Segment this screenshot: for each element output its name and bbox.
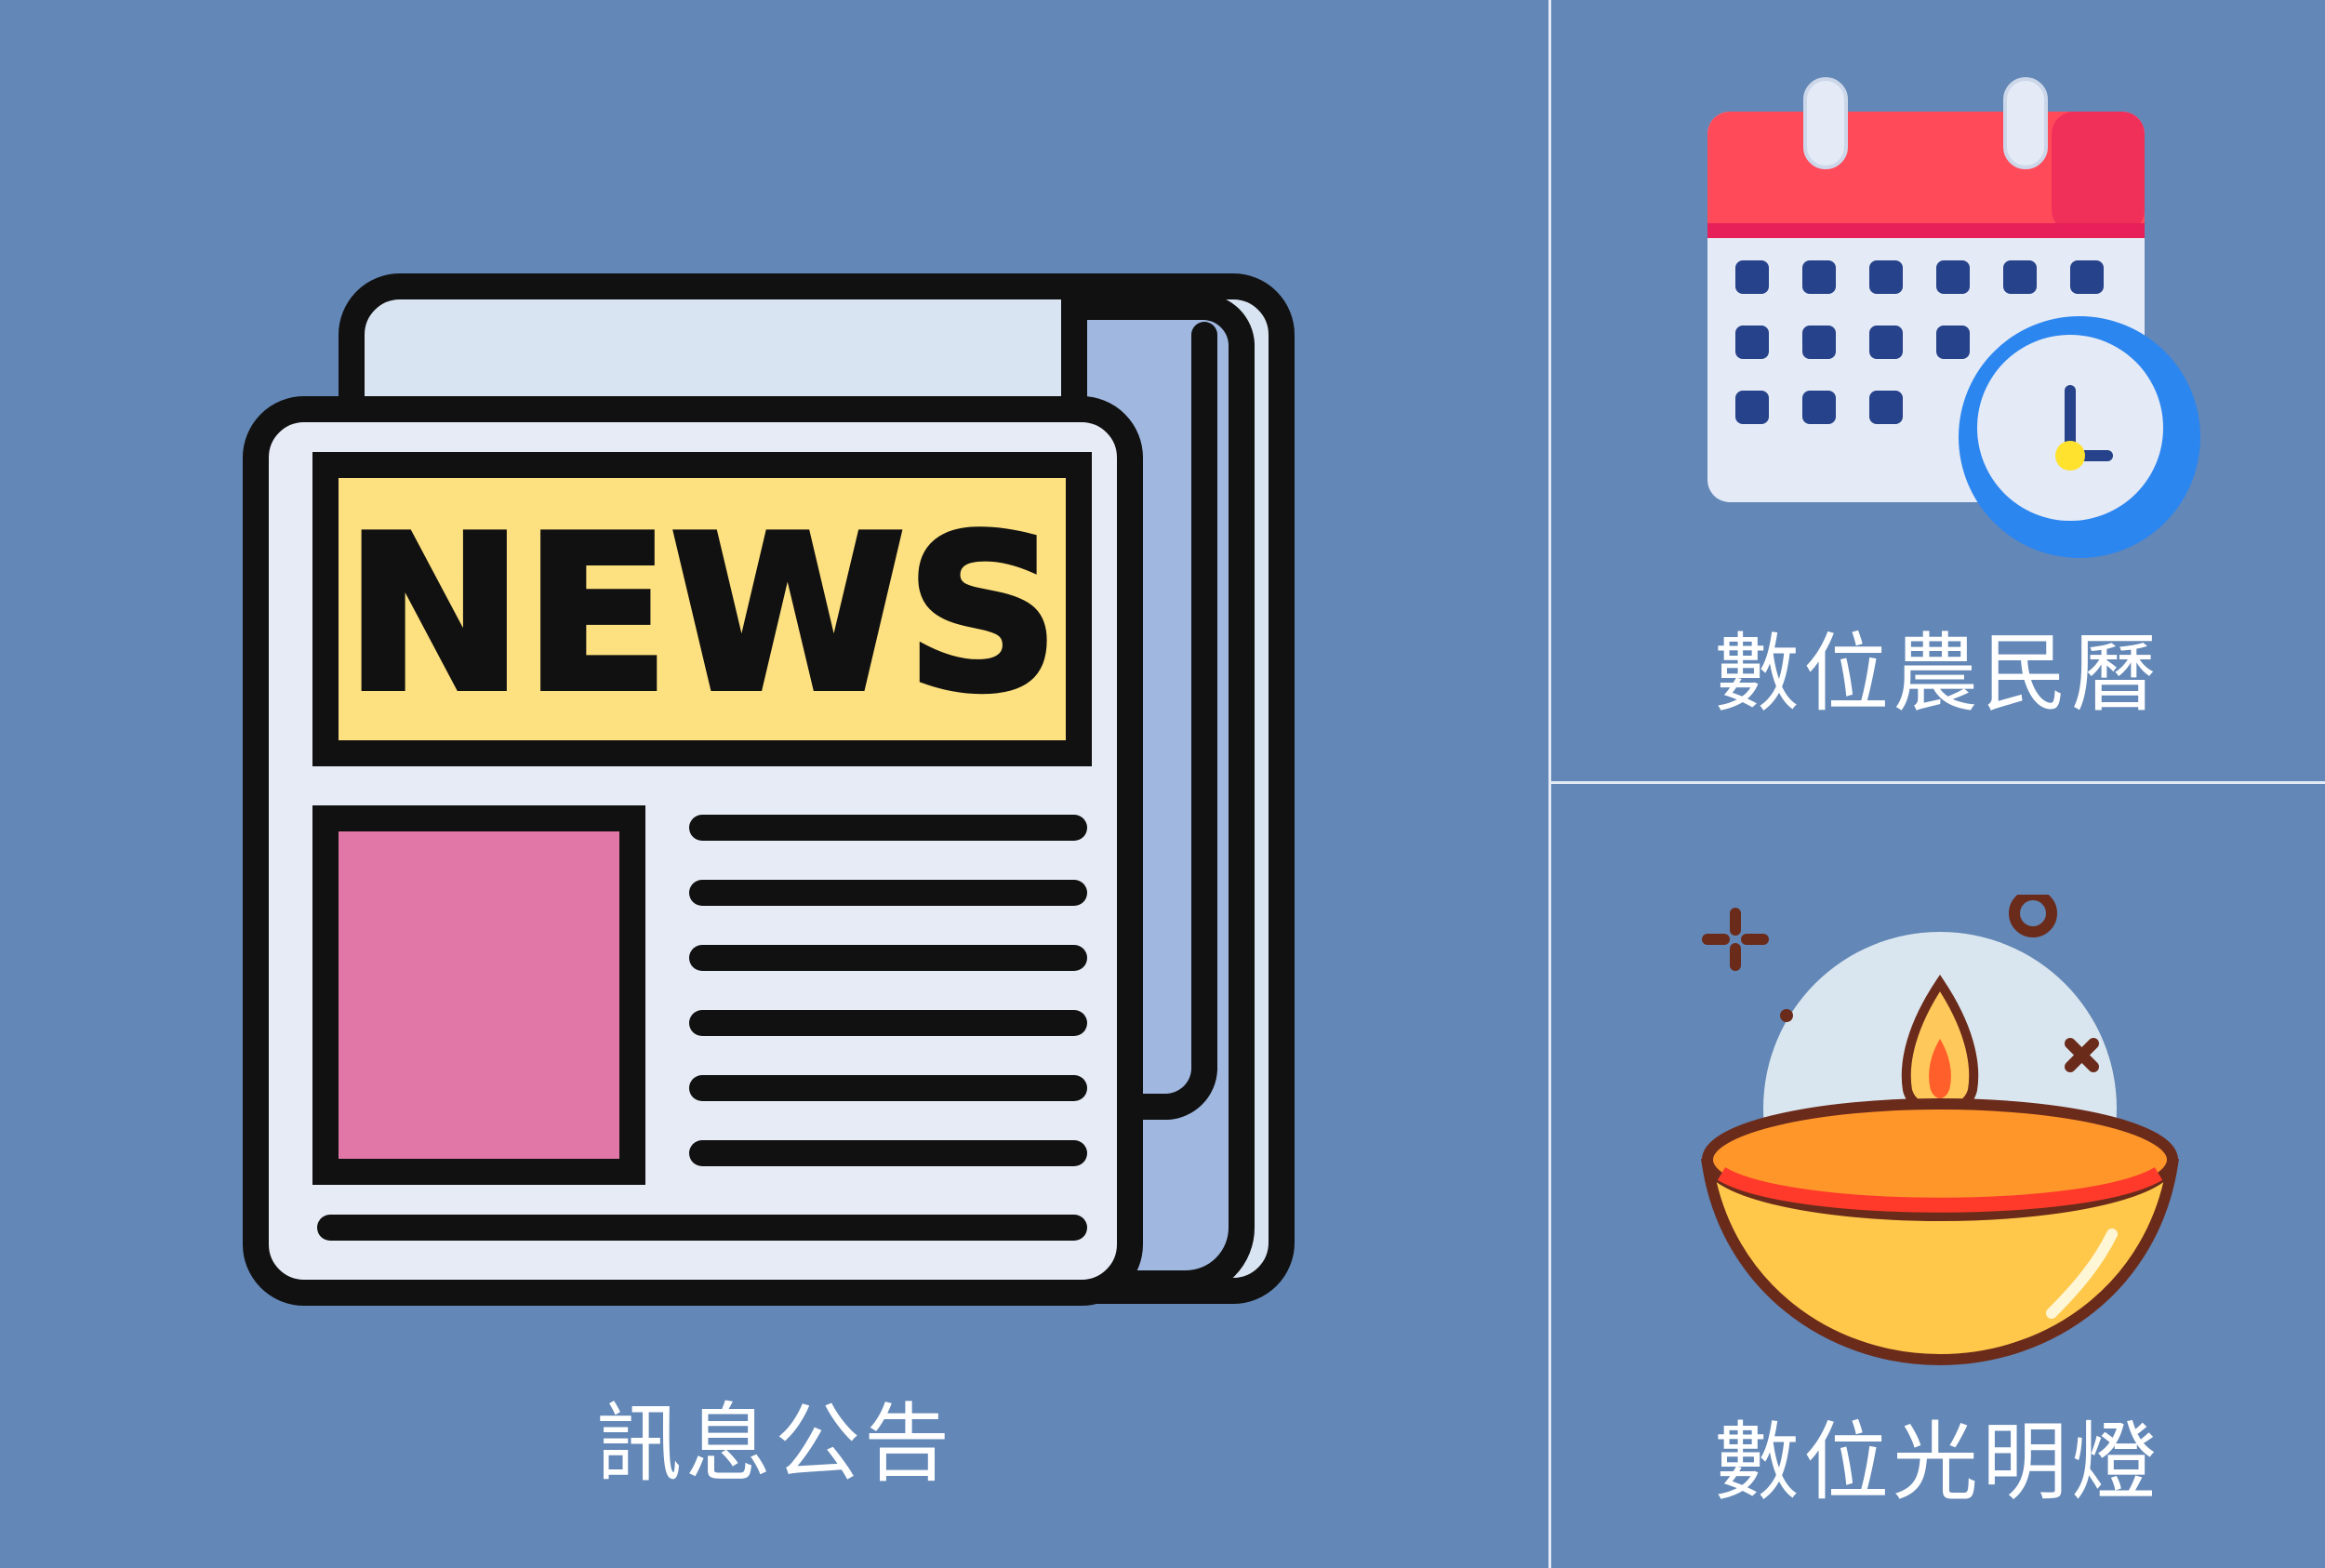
oil-lamp-icon xyxy=(1698,895,2182,1378)
horizontal-divider xyxy=(1551,781,2325,784)
news-announcement-label: 訊息公告 xyxy=(595,1394,953,1494)
newspaper-icon: NEWS xyxy=(237,251,1316,1330)
news-announcement-tile[interactable]: NEWS 訊息公告 xyxy=(0,0,1549,1568)
digital-almanac-tile[interactable]: 數位農民曆 xyxy=(1549,0,2325,783)
news-headline: NEWS xyxy=(345,491,1060,739)
digital-lamp-label: 數位光明燈 xyxy=(1713,1413,2160,1512)
digital-lamp-tile[interactable]: 數位光明燈 xyxy=(1549,783,2325,1568)
calendar-clock-icon xyxy=(1698,74,2200,558)
vertical-divider xyxy=(1548,0,1551,1568)
digital-almanac-label: 數位農民曆 xyxy=(1713,624,2160,724)
